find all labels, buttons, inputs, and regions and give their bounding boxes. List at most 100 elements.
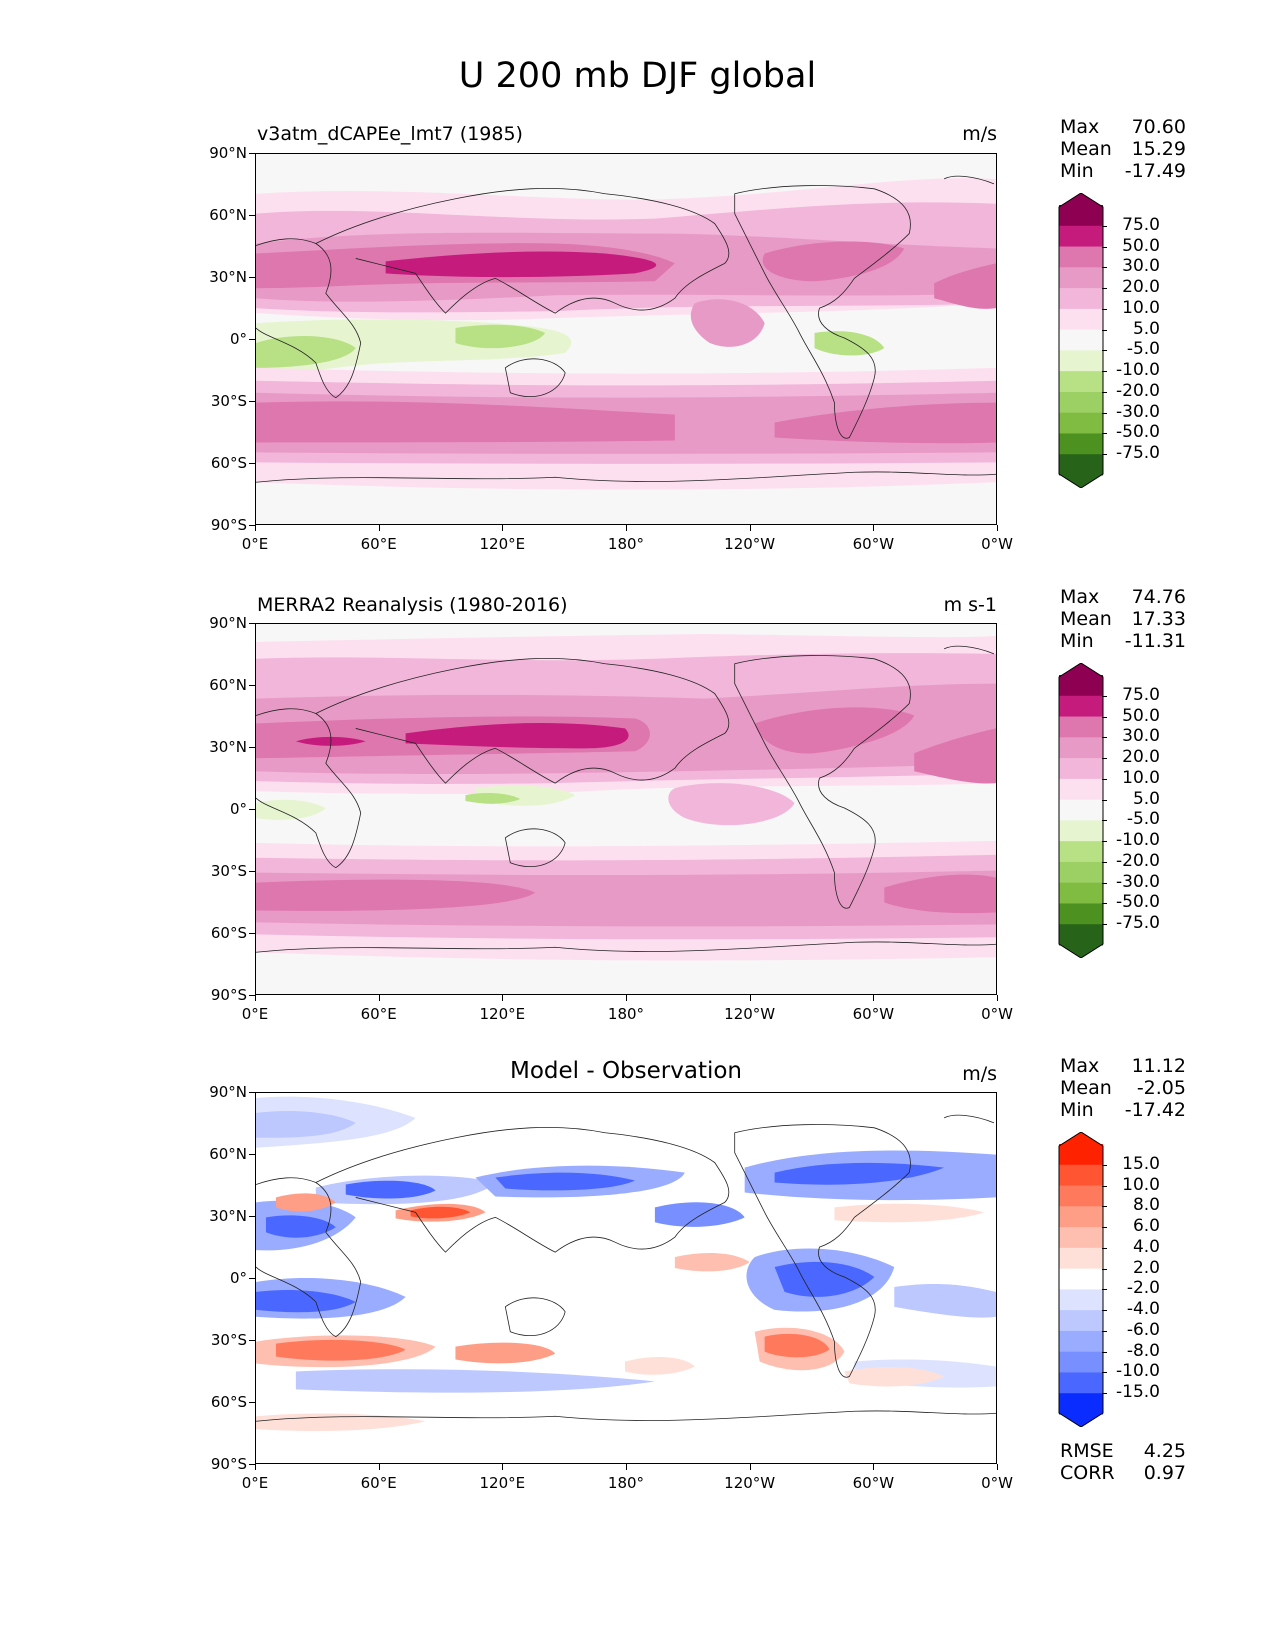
colorbar-label: -50.0 [1116,892,1160,913]
lat-tick-label: 90°S [210,986,247,1004]
lat-tick-mark [249,623,255,624]
colorbar-segment [1059,1144,1103,1166]
colorbar-label: 20.0 [1122,747,1160,768]
lon-tick-label: 0°W [981,1474,1013,1492]
colorbar-label: -20.0 [1116,850,1160,871]
stat-value: 15.29 [1131,138,1186,160]
colorbar-segment [1059,288,1103,310]
colorbar-label: 10.0 [1122,297,1160,318]
lat-tick-label: 30°S [210,392,247,410]
stat-row: Max 70.60 [1060,116,1186,138]
colorbar-label: -4.0 [1126,1299,1160,1320]
colorbar-tick [1102,924,1107,926]
lat-tick-mark [249,1402,255,1403]
lon-tick-label: 0°W [981,535,1013,553]
colorbar-segment [1059,695,1103,718]
stat-value: 17.33 [1131,608,1186,630]
lat-tick-label: 0° [229,1269,247,1287]
colorbar-segment [1059,820,1103,842]
metric-label: CORR [1060,1462,1115,1484]
colorbar-label: -30.0 [1116,871,1160,892]
stat-row: Mean 15.29 [1060,138,1186,160]
colorbar-tick [1102,1289,1107,1291]
colorbar-outline [1058,193,1104,488]
stat-value: -2.05 [1136,1077,1186,1099]
lon-tick-label: 0°E [241,535,269,553]
stat-label: Mean [1060,138,1112,160]
lon-tick-label: 120°E [479,1474,526,1492]
colorbar-segment [1059,329,1103,351]
lat-tick-mark [249,215,255,216]
colorbar-tick [1102,246,1107,248]
colorbar-segment [1059,1310,1103,1332]
colorbar-tick [1102,1247,1107,1249]
panel3-colorbar [1058,1132,1104,1427]
lon-tick-label: 120°E [479,535,526,553]
lon-tick-mark [626,1464,627,1470]
lon-tick-mark [502,525,504,531]
panel1-dataset-label: v3atm_dCAPEe_lmt7 (1985) [257,123,523,145]
colorbar-label: 8.0 [1132,1195,1160,1216]
colorbar-segment [1059,716,1103,738]
colorbar-segment [1059,350,1103,372]
lat-tick-label: 0° [229,330,247,348]
panel2-units: m s-1 [943,594,997,616]
lat-tick-label: 60°N [209,676,247,694]
colorbar-extend-min [1059,468,1103,488]
lon-tick-mark [255,1464,256,1470]
colorbar-label: -20.0 [1116,380,1160,401]
colorbar-segment [1059,778,1103,801]
lon-tick-mark [873,1464,875,1470]
colorbar-segment [1059,1227,1103,1249]
lat-tick-label: 90°N [209,144,247,162]
lon-tick-label: 180° [607,535,645,553]
colorbar-segment [1059,1289,1103,1311]
stat-value: 74.76 [1131,586,1186,608]
colorbar-segment [1059,903,1103,925]
lon-tick-label: 60°W [852,1474,895,1492]
colorbar-tick [1102,412,1107,414]
lat-tick-label: 60°S [210,924,247,942]
colorbar-label: 20.0 [1122,277,1160,298]
colorbar-tick [1102,882,1107,884]
colorbar-label: 75.0 [1122,214,1160,235]
lat-tick-mark [249,463,255,464]
panel1-stats: Max 70.60 Mean 15.29 Min -17.49 [1060,116,1186,182]
lat-tick-mark [249,995,255,996]
colorbar-tick [1102,1393,1107,1395]
lat-tick-mark [249,871,255,872]
colorbar-label: -75.0 [1116,913,1160,934]
panel3-title: Model - Observation [509,1058,743,1084]
colorbar-label: -6.0 [1126,1319,1160,1340]
lon-tick-label: 60°E [360,1474,397,1492]
lat-tick-mark [249,809,255,810]
colorbar-segment [1059,1351,1103,1373]
lat-tick-mark [249,153,255,154]
panel3-metrics: RMSE 4.25 CORR 0.97 [1060,1440,1186,1484]
panel2-colorbar [1058,663,1104,958]
stat-value: 11.12 [1131,1055,1186,1077]
colorbar-label: 10.0 [1122,767,1160,788]
panel3-stats: Max 11.12 Mean -2.05 Min -17.42 [1060,1055,1186,1121]
stat-row: Min -11.31 [1060,630,1186,652]
lon-tick-mark [378,525,380,531]
colorbar-segment [1059,1206,1103,1228]
colorbar-label: 2.0 [1132,1257,1160,1278]
colorbar-label: -5.0 [1126,809,1160,830]
colorbar-label: -15.0 [1116,1382,1160,1403]
lon-tick-mark [997,995,998,1001]
lon-tick-mark [255,525,256,531]
stat-row: Max 74.76 [1060,586,1186,608]
colorbar-tick [1102,1372,1107,1374]
lat-tick-label: 30°N [209,268,247,286]
stat-value: -11.31 [1124,630,1186,652]
colorbar-tick [1102,1164,1107,1166]
panel3-map [255,1092,997,1464]
lat-tick-label: 30°N [209,738,247,756]
colorbar-tick [1102,1330,1107,1332]
lon-tick-label: 180° [607,1005,645,1023]
colorbar-tick [1102,371,1107,373]
metric-value: 0.97 [1143,1462,1186,1484]
colorbar-label: -75.0 [1116,443,1160,464]
lat-tick-mark [249,747,255,748]
